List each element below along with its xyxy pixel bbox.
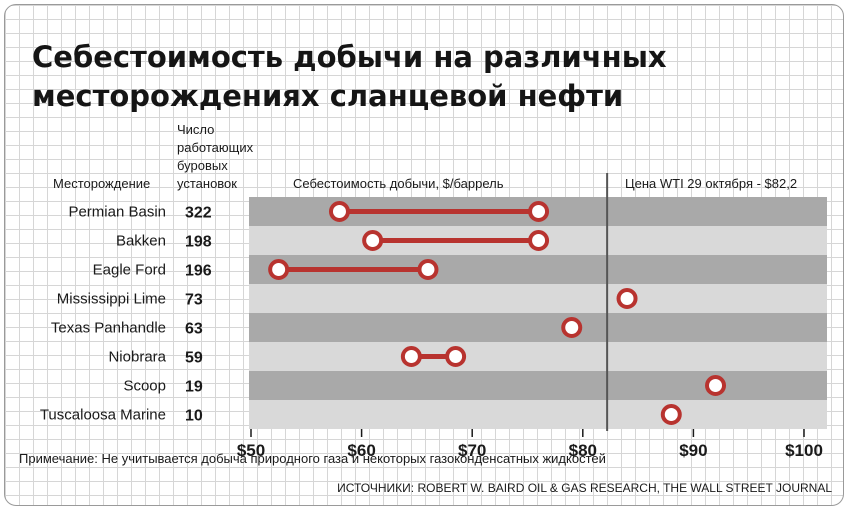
row-band	[249, 400, 827, 429]
rig-count: 10	[185, 408, 203, 425]
field-name: Tuscaloosa Marine	[40, 407, 166, 424]
footnote: Примечание: Не учитывается добыча природ…	[19, 451, 606, 466]
header-rigs-line: работающих	[177, 140, 254, 155]
field-name: Permian Basin	[68, 204, 166, 221]
x-tick-label: $50	[237, 441, 265, 460]
chart-title-line-2: месторождениях сланцевой нефти	[32, 79, 623, 113]
header-rigs-line: Число	[177, 122, 214, 137]
x-tick-label: $100	[785, 441, 823, 460]
rig-count: 322	[185, 205, 212, 222]
header-field: Месторождение	[53, 176, 150, 191]
rig-count: 196	[185, 263, 212, 280]
rig-count: 198	[185, 234, 212, 251]
cost-point	[528, 201, 550, 222]
cost-point	[660, 404, 682, 425]
cost-point	[445, 346, 467, 367]
cost-point	[328, 201, 350, 222]
data-row: Mississippi Lime 73	[57, 288, 638, 309]
data-row: Eagle Ford 196	[93, 259, 439, 280]
data-rows: Permian Basin 322 Bakken 198 Eagle Ford 196 Mi…	[40, 201, 727, 425]
rig-count: 63	[185, 321, 203, 338]
x-axis-ticks: $50 $60 $70 $80 $90 $100	[237, 429, 823, 460]
cost-point	[362, 230, 384, 251]
cost-point	[561, 317, 583, 338]
rig-count: 59	[185, 350, 203, 367]
header-wti: Цена WTI 29 октября - $82,2	[625, 176, 797, 191]
field-name: Texas Panhandle	[51, 320, 166, 337]
data-row: Niobrara 59	[108, 346, 467, 367]
x-tick-label: $70	[458, 441, 486, 460]
field-name: Niobrara	[108, 349, 166, 366]
header-cost: Себестоимость добычи, $/баррель	[293, 176, 504, 191]
row-band	[249, 371, 827, 400]
field-name: Eagle Ford	[93, 262, 166, 279]
data-row: Bakken 198	[116, 230, 550, 251]
data-row: Texas Panhandle 63	[51, 317, 583, 338]
x-tick-label: $60	[347, 441, 375, 460]
x-tick-label: $80	[569, 441, 597, 460]
field-name: Scoop	[123, 378, 166, 395]
cost-point	[268, 259, 290, 280]
cost-point	[400, 346, 422, 367]
chart-title-line-1: Себестоимость добычи на различных	[32, 40, 667, 74]
row-band	[249, 313, 827, 342]
chart: Себестоимость добычи на различных местор…	[19, 40, 832, 495]
row-band	[249, 284, 827, 313]
chart-frame: Себестоимость добычи на различных местор…	[4, 4, 844, 506]
source-credit: ИСТОЧНИКИ: ROBERT W. BAIRD OIL & GAS RES…	[337, 481, 832, 495]
x-tick-label: $90	[679, 441, 707, 460]
rig-count: 73	[185, 292, 203, 309]
data-row: Tuscaloosa Marine 10	[40, 404, 682, 425]
rig-count: 19	[185, 379, 203, 396]
header-rigs: Число работающих буровых установок	[177, 122, 254, 191]
header-rigs-line: буровых	[177, 158, 228, 173]
field-name: Mississippi Lime	[57, 291, 166, 308]
row-band	[249, 342, 827, 371]
cost-point	[528, 230, 550, 251]
data-row: Scoop 19	[123, 375, 727, 396]
cost-point	[616, 288, 638, 309]
field-name: Bakken	[116, 233, 166, 250]
cost-point	[705, 375, 727, 396]
cost-point	[417, 259, 439, 280]
header-rigs-line: установок	[177, 176, 237, 191]
data-row: Permian Basin 322	[68, 201, 550, 222]
row-bands	[249, 197, 827, 429]
